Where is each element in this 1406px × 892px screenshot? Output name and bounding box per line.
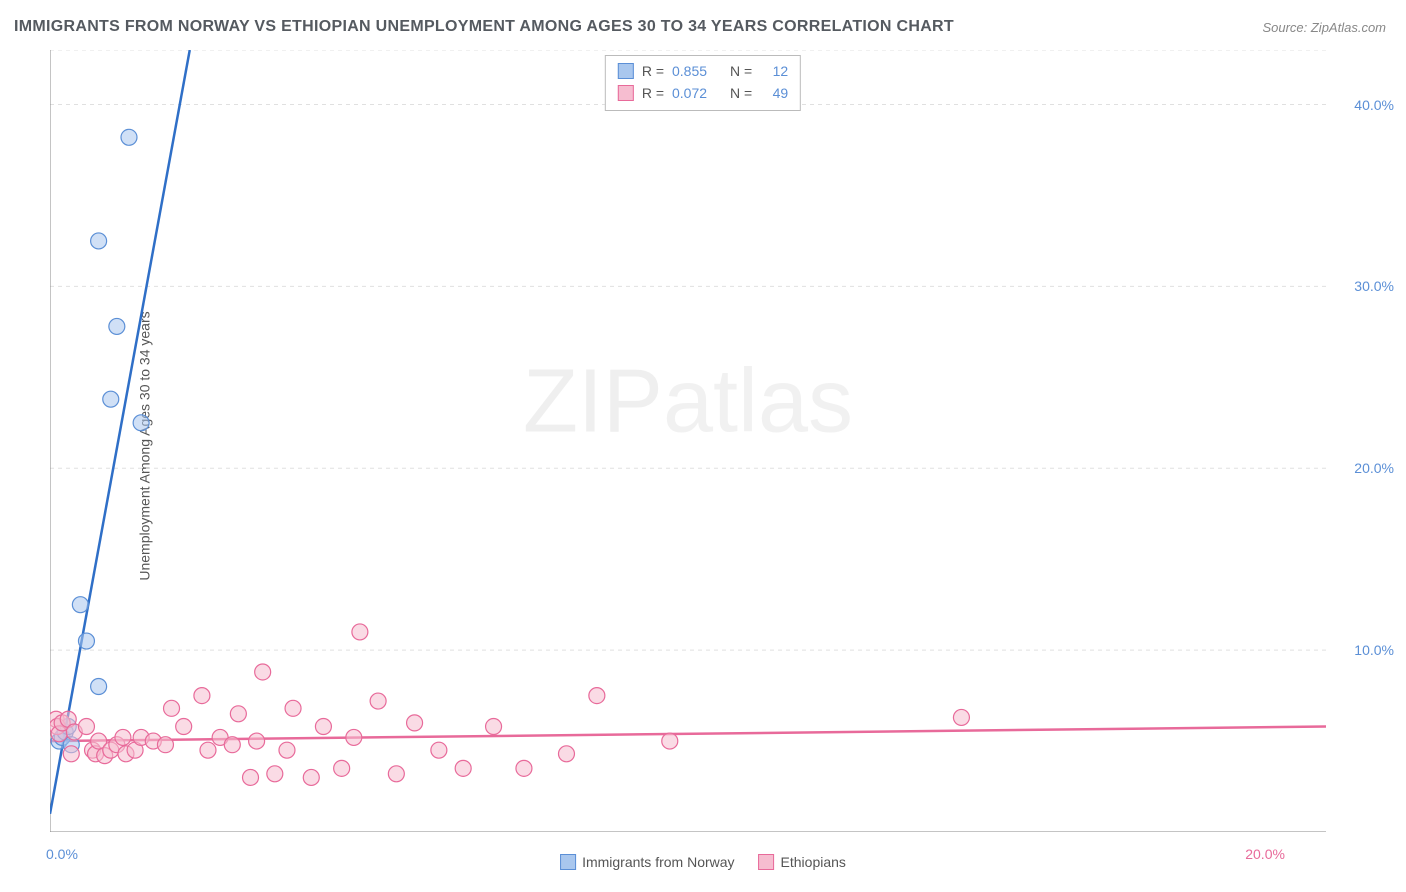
- legend-label-series-1: Immigrants from Norway: [582, 854, 734, 870]
- scatter-plot-svg: [50, 50, 1326, 832]
- y-axis-tick-label: 10.0%: [1354, 642, 1394, 658]
- source-attribution: Source: ZipAtlas.com: [1262, 20, 1386, 35]
- legend-r-value-2: 0.072: [672, 85, 722, 101]
- legend-item-series-2: Ethiopians: [759, 854, 846, 870]
- legend-n-label: N =: [730, 85, 752, 101]
- y-axis-tick-label: 20.0%: [1354, 460, 1394, 476]
- series-legend: Immigrants from Norway Ethiopians: [560, 854, 846, 870]
- x-axis-tick-left: 0.0%: [46, 846, 78, 862]
- legend-n-value-2: 49: [760, 85, 788, 101]
- legend-r-label: R =: [642, 63, 664, 79]
- legend-n-label: N =: [730, 63, 752, 79]
- legend-r-value-1: 0.855: [672, 63, 722, 79]
- chart-container: IMMIGRANTS FROM NORWAY VS ETHIOPIAN UNEM…: [0, 0, 1406, 892]
- y-axis-tick-label: 40.0%: [1354, 97, 1394, 113]
- legend-row-series-1: R = 0.855 N = 12: [618, 60, 788, 82]
- x-axis-tick-right: 20.0%: [1245, 846, 1285, 862]
- plot-area: ZIPatlas: [50, 50, 1326, 832]
- legend-swatch-icon: [560, 854, 576, 870]
- legend-n-value-1: 12: [760, 63, 788, 79]
- correlation-legend-box: R = 0.855 N = 12 R = 0.072 N = 49: [605, 55, 801, 111]
- legend-swatch-series-2: [618, 85, 634, 101]
- legend-swatch-icon: [759, 854, 775, 870]
- legend-item-series-1: Immigrants from Norway: [560, 854, 734, 870]
- chart-title: IMMIGRANTS FROM NORWAY VS ETHIOPIAN UNEM…: [14, 18, 954, 36]
- legend-label-series-2: Ethiopians: [781, 854, 846, 870]
- legend-swatch-series-1: [618, 63, 634, 79]
- y-axis-tick-label: 30.0%: [1354, 278, 1394, 294]
- legend-row-series-2: R = 0.072 N = 49: [618, 82, 788, 104]
- legend-r-label: R =: [642, 85, 664, 101]
